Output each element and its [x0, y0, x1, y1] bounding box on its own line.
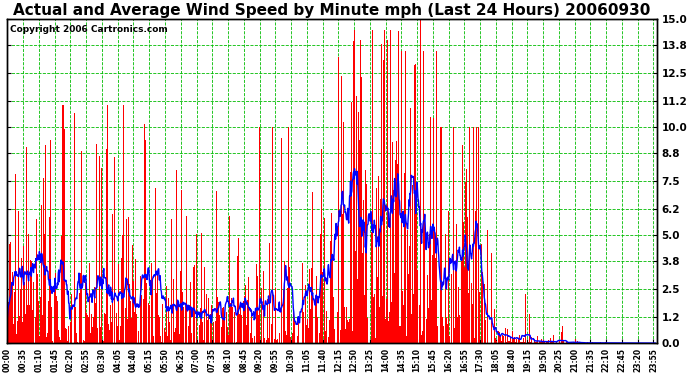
Text: Copyright 2006 Cartronics.com: Copyright 2006 Cartronics.com — [10, 26, 168, 34]
Title: Actual and Average Wind Speed by Minute mph (Last 24 Hours) 20060930: Actual and Average Wind Speed by Minute … — [13, 3, 650, 18]
